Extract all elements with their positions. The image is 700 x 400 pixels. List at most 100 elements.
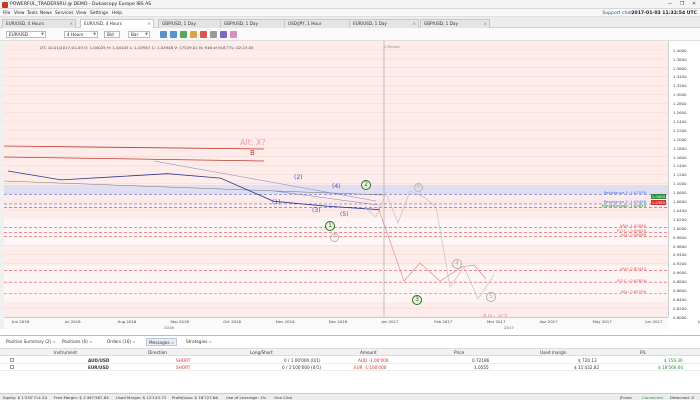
- row-used-margin: $ 720.13: [578, 358, 597, 363]
- chevron-down-icon: ▼: [145, 32, 148, 36]
- zoom-out-icon[interactable]: [170, 31, 177, 38]
- tab-close-icon[interactable]: ×: [69, 20, 73, 26]
- drawing-tool-icon[interactable]: [190, 31, 197, 38]
- support-chat-link[interactable]: Support chat: [602, 10, 632, 16]
- price-axis[interactable]: 1.4000 1.3800 1.3600 1.3400 1.3200 1.3000 1.28…: [668, 41, 700, 320]
- tab-gbpusd-1d-c[interactable]: GBP/USD, 1 Day ×: [420, 18, 490, 28]
- close-button[interactable]: ✕: [691, 1, 697, 7]
- free-margin-value: Free Margin: $ 1'497'587.84: [54, 395, 109, 400]
- table-row[interactable]: AUD/USD SHORT 0 / 1.00'000 (0/1) AUD -1.…: [0, 357, 700, 364]
- level-label: VAH: 0.90449: [620, 266, 646, 272]
- col-price[interactable]: Price: [454, 350, 465, 355]
- tab-messages[interactable]: Messages ×: [146, 338, 178, 346]
- ghost-circle-a: A: [330, 233, 339, 242]
- close-icon[interactable]: ×: [89, 339, 93, 344]
- messages-label: Messages: [149, 340, 170, 345]
- y-tick-label: 1.2400: [673, 118, 687, 124]
- col-instrument[interactable]: Instrument: [54, 350, 78, 355]
- close-icon[interactable]: ×: [52, 339, 56, 344]
- y-tick-label: 1.2600: [673, 110, 687, 116]
- zoom-in-icon[interactable]: [160, 31, 167, 38]
- y-tick-label: 1.0200: [673, 216, 687, 222]
- year-label: 2017: [504, 324, 514, 330]
- menu-services[interactable]: Services: [55, 10, 74, 16]
- menu-view-2[interactable]: View: [76, 10, 87, 16]
- ohlc-info: LTC 10.01/2017-01-03 O: 1.04025 H: 1.041…: [40, 45, 254, 50]
- tab-gbpusd-1d-b[interactable]: GBP/USD, 1 Day×: [220, 18, 290, 28]
- chart-type-select[interactable]: Bar ▼: [128, 31, 150, 38]
- time-axis[interactable]: Jun 2016 Jul 2016 Aug 2016 Sep 2016 Oct 2016…: [4, 317, 700, 330]
- positions-panel: Position Summary (2) × Positions (6) × O…: [0, 335, 700, 393]
- tab-strategies[interactable]: Strategies ×: [184, 338, 214, 346]
- position-summary-label: Position Summary (2): [6, 339, 52, 344]
- wave-2-label: (2): [294, 174, 303, 181]
- menu-file[interactable]: File: [3, 10, 11, 16]
- y-tick-label: 1.3200: [673, 83, 687, 89]
- close-icon[interactable]: ×: [132, 339, 136, 344]
- col-longshort[interactable]: Long/Short: [250, 350, 273, 355]
- tab-gbpusd-1d-a[interactable]: GBP/USD, 1 Day×: [158, 18, 228, 28]
- price-chart[interactable]: LTC 10.01/2017-01-03 O: 1.04025 H: 1.041…: [4, 41, 668, 325]
- window-title: POWERFUL_TRADERSRU @ DEMO - Dukascopy Eu…: [10, 1, 152, 7]
- x-tick-label: Jun 2016: [12, 319, 30, 324]
- side-select[interactable]: Bid: [104, 31, 120, 38]
- indicator-icon[interactable]: [180, 31, 187, 38]
- menu-help[interactable]: Help: [112, 10, 123, 16]
- cursor-icon[interactable]: [210, 31, 217, 38]
- minimize-button[interactable]: —: [667, 1, 673, 7]
- row-checkbox[interactable]: [10, 358, 14, 362]
- tab-usdjpy-1h[interactable]: USD/JPY, 1 Hour×: [284, 18, 356, 28]
- jforex-label: JForex: [620, 395, 632, 400]
- y-tick-label: 0.9400: [673, 252, 687, 258]
- table-row[interactable]: EUR/USD SHORT 0 / 1'100'000 (0/1) EUR -1…: [0, 364, 700, 371]
- tab-label: EUR/USD, 4 Hours: [6, 20, 44, 26]
- row-checkbox[interactable]: [10, 365, 14, 369]
- tab-positions[interactable]: Positions (6) ×: [60, 338, 94, 346]
- y-tick-label: 0.9600: [673, 243, 687, 249]
- menu-view[interactable]: View: [14, 10, 25, 16]
- forecast-path-gray-2: [435, 206, 495, 300]
- y-tick-label: 1.4000: [673, 47, 687, 53]
- x-tick-label: Nov 2016: [275, 319, 295, 324]
- instrument-select[interactable]: EUR/USD ▼: [6, 31, 46, 38]
- text-tool-icon[interactable]: [230, 31, 237, 38]
- close-icon[interactable]: ×: [170, 340, 175, 345]
- tab-eurusd-4h-b[interactable]: EUR/USD, 4 Hours ×: [80, 18, 154, 28]
- tab-position-summary[interactable]: Position Summary (2) ×: [4, 338, 58, 346]
- chevron-down-icon: ▼: [41, 32, 44, 36]
- col-pl[interactable]: P/L: [640, 350, 647, 355]
- level-label: P.O.C.: 0.99029: [617, 227, 646, 233]
- maximize-button[interactable]: ❐: [679, 1, 685, 7]
- trendline-icon[interactable]: [200, 31, 207, 38]
- tab-close-icon[interactable]: ×: [483, 20, 487, 26]
- menu-news[interactable]: News: [40, 10, 52, 16]
- x-tick-label: Feb 2017: [434, 319, 453, 324]
- menu-settings[interactable]: Settings: [90, 10, 109, 16]
- tab-close-icon[interactable]: ×: [412, 20, 416, 26]
- tab-close-icon[interactable]: ×: [147, 20, 151, 26]
- y-tick-label: 1.3600: [673, 65, 687, 71]
- one-click-toggle[interactable]: One Click: [274, 395, 293, 400]
- x-tick-label: Jan 2017: [381, 319, 399, 324]
- col-amount[interactable]: Amount: [360, 350, 377, 355]
- y-tick-label: 1.1400: [673, 163, 687, 169]
- y-tick-label: 0.8200: [673, 305, 687, 311]
- row-price: 0.72186: [472, 358, 490, 363]
- col-used-margin[interactable]: Used margin: [540, 350, 567, 355]
- menu-tools[interactable]: Tools: [27, 10, 38, 16]
- tab-eurusd-1d[interactable]: EUR/USD, 1 Day ×: [349, 18, 419, 28]
- title-bar: POWERFUL_TRADERSRU @ DEMO - Dukascopy Eu…: [0, 0, 700, 9]
- col-direction[interactable]: Direction: [148, 350, 167, 355]
- close-icon[interactable]: ×: [208, 339, 212, 344]
- equity-value: Equity: $ 1'535'714.34: [3, 395, 47, 400]
- forecast-path-red: [377, 206, 487, 282]
- row-pl: $ 18'566.60: [658, 365, 684, 370]
- x-tick-label: Aug 2016: [117, 319, 137, 324]
- period-select[interactable]: 4 Hours ▼: [64, 31, 98, 38]
- trend-line-1: [153, 160, 377, 202]
- tab-orders[interactable]: Orders (16) ×: [105, 338, 138, 346]
- trend-line-2: [273, 190, 379, 206]
- tab-eurusd-4h-a[interactable]: EUR/USD, 4 Hours ×: [2, 18, 76, 28]
- forecast-path-gray: [363, 190, 437, 224]
- template-icon[interactable]: [220, 31, 227, 38]
